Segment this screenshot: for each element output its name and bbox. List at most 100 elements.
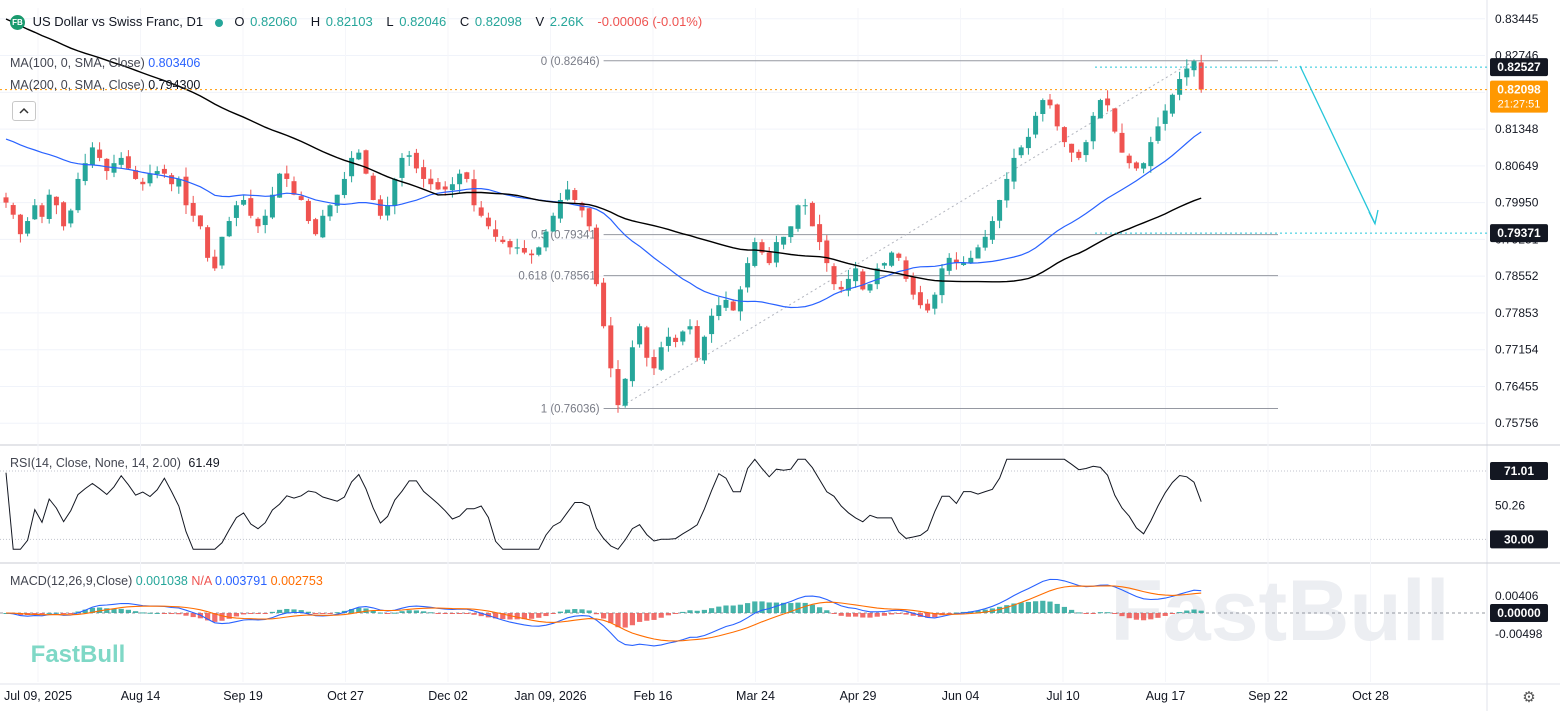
macd-histogram-bar	[1105, 612, 1111, 614]
candle-body	[1155, 126, 1161, 141]
candle-body	[968, 257, 974, 264]
candle-body	[320, 215, 326, 238]
ma100-legend[interactable]: MA(100, 0, SMA, Close) 0.803406	[10, 56, 200, 70]
chart-header: FB US Dollar vs Swiss Franc, D1 O 0.8206…	[10, 14, 704, 31]
candle-body	[788, 226, 794, 238]
macd-histogram-bar	[572, 609, 578, 613]
macd-histogram-bar	[543, 613, 549, 617]
macd-histogram-bar	[421, 611, 427, 613]
candle-body	[572, 190, 578, 200]
macd-legend[interactable]: MACD(12,26,9,Close) 0.001038 N/A 0.00379…	[10, 574, 323, 588]
candle-body	[629, 347, 635, 382]
macd-histogram-bar	[673, 613, 679, 614]
candle-body	[961, 263, 967, 265]
candle-body	[277, 173, 283, 198]
price-tag	[1490, 58, 1548, 77]
macd-histogram-bar	[658, 613, 664, 618]
candle-body	[53, 196, 59, 206]
x-tick-label: Jul 10	[1046, 689, 1079, 703]
candle-body	[291, 181, 297, 195]
macd-histogram-bar	[557, 611, 563, 613]
candle-body	[305, 200, 311, 222]
macd-histogram-bar	[133, 611, 139, 613]
candle-body	[723, 299, 729, 308]
candle-body	[781, 236, 787, 245]
candle-body	[867, 284, 873, 291]
macd-histogram-bar	[1054, 603, 1060, 613]
x-tick-label: Aug 17	[1146, 689, 1186, 703]
candle-body	[435, 182, 441, 190]
macd-histogram-bar	[1061, 606, 1067, 613]
candle-body	[687, 326, 693, 330]
candle-body	[46, 194, 52, 219]
x-tick-label: Dec 02	[428, 689, 468, 703]
macd-histogram-bar	[601, 613, 607, 619]
macd-histogram-bar	[1133, 613, 1139, 620]
macd-histogram-bar	[881, 613, 887, 616]
x-tick-label: Jun 04	[942, 689, 980, 703]
projection-arrowhead	[1368, 209, 1379, 226]
macd-histogram-bar	[161, 613, 167, 614]
macd-histogram-bar	[1162, 613, 1168, 616]
candle-body	[565, 189, 571, 200]
collapse-legend-button[interactable]	[12, 101, 36, 121]
candle-body	[651, 357, 657, 369]
rsi-legend[interactable]: RSI(14, Close, None, 14, 2.00) 61.49	[10, 456, 220, 470]
rsi-tag-label: 30.00	[1504, 532, 1534, 546]
macd-histogram-bar	[622, 613, 628, 628]
macd-histogram-bar	[745, 603, 751, 613]
macd-histogram-bar	[435, 613, 441, 614]
macd-histogram-bar	[1018, 602, 1024, 613]
macd-histogram-bar	[730, 605, 736, 613]
rsi-tag-label: 71.01	[1504, 464, 1534, 478]
candle-body	[298, 196, 304, 200]
candle-body	[183, 176, 189, 206]
candle-body	[989, 221, 995, 240]
candle-body	[248, 198, 254, 216]
candle-body	[313, 219, 319, 235]
candle-body	[889, 252, 895, 266]
macd-tag-label: 0.00000	[1497, 606, 1541, 620]
macd-histogram-bar	[716, 606, 722, 613]
candle-body	[104, 158, 110, 172]
macd-histogram-bar	[817, 607, 823, 613]
y-tick-label: 0.77154	[1495, 343, 1539, 357]
candle-body	[680, 331, 686, 342]
candle-body	[161, 168, 167, 174]
candle-body	[385, 205, 391, 216]
macd-histogram-bar	[205, 613, 211, 621]
candle-body	[197, 215, 203, 227]
macd-histogram-bar	[291, 609, 297, 613]
candle-body	[1076, 151, 1082, 158]
candle-body	[413, 152, 419, 169]
candle-body	[1105, 98, 1111, 106]
macd-histogram-bar	[464, 613, 470, 614]
macd-histogram-bar	[327, 613, 333, 614]
macd-signal-value: 0.002753	[270, 574, 323, 588]
candle-body	[154, 171, 160, 175]
candle-body	[269, 194, 275, 218]
macd-histogram-bar	[82, 609, 88, 613]
candle-body	[341, 178, 347, 196]
macd-histogram-bar	[457, 613, 463, 614]
candle-body	[75, 178, 81, 211]
gear-icon[interactable]: ⚙	[1522, 689, 1536, 706]
candle-body	[82, 163, 88, 182]
y-tick-label: 0.77853	[1495, 306, 1539, 320]
macd-histogram-bar	[169, 613, 175, 615]
macd-histogram-bar	[1155, 613, 1161, 618]
candle-body	[694, 326, 700, 358]
candle-body	[255, 218, 261, 227]
candle-body	[169, 175, 175, 185]
ma200-legend[interactable]: MA(200, 0, SMA, Close) 0.794300	[10, 78, 200, 92]
macd-histogram-bar	[788, 603, 794, 613]
candle-body	[32, 205, 38, 220]
candle-body	[176, 178, 182, 187]
high-value: 0.82103	[325, 14, 373, 29]
candle-body	[1191, 61, 1197, 71]
candle-body	[507, 241, 513, 248]
volume-label: V	[535, 14, 545, 29]
candle-body	[125, 156, 131, 169]
